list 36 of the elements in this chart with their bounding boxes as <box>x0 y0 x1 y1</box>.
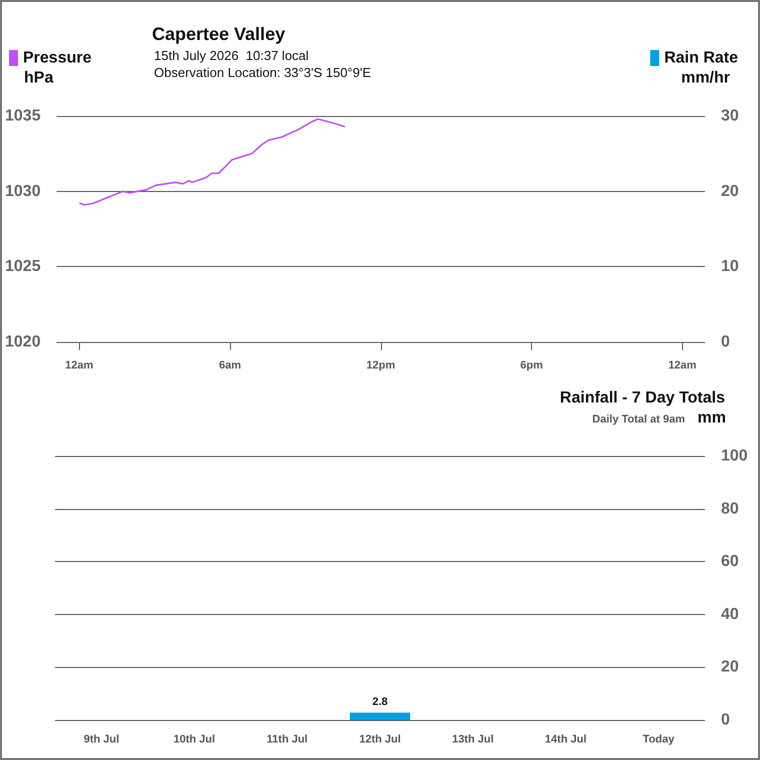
y-axis-title: hPa <box>24 70 54 86</box>
chart-subtitle: 15th July 2026 10:37 local <box>154 48 309 63</box>
x-tick-label: 12th Jul <box>359 734 401 746</box>
y-tick-label: 80 <box>721 500 739 518</box>
y-tick-label: 20 <box>721 658 739 676</box>
y2-tick-label: 10 <box>721 258 739 276</box>
y-tick-label: 1030 <box>5 182 41 200</box>
y2-axis-title: mm/hr <box>681 70 730 86</box>
y-tick-label: 0 <box>721 712 730 728</box>
text: Observation Location: 33°3'S 150°9'E <box>154 65 372 80</box>
y-tick-label: 1025 <box>5 258 41 276</box>
legend-label: Rain Rate <box>664 50 738 66</box>
chart-subtitle: Daily Total at 9am <box>592 414 686 426</box>
x-tick-label: 10th Jul <box>173 734 216 746</box>
x-tick-label: 12am <box>65 360 94 372</box>
y-axis-title: mm <box>698 410 726 426</box>
y2-tick-label: 30 <box>721 108 739 124</box>
y-tick-label: 40 <box>721 606 739 623</box>
x-tick-label: 9th Jul <box>84 734 120 746</box>
chart-title: Capertee Valley <box>152 24 286 44</box>
x-tick-label: 11th Jul <box>266 734 308 746</box>
x-tick-label: Today <box>642 734 676 746</box>
y-tick-label: 100 <box>721 448 748 464</box>
x-tick-label: 13th Jul <box>452 734 494 746</box>
data-label: 2.8 <box>372 696 388 708</box>
legend-label: Pressure <box>23 50 92 66</box>
y-tick-label: 1020 <box>5 334 41 350</box>
x-tick-label: 6am <box>218 360 242 372</box>
x-tick-label: 12pm <box>366 360 396 372</box>
line-series <box>79 118 346 206</box>
chart-title: Rainfall - 7 Day Totals <box>560 390 726 406</box>
x-tick-label: 12am <box>668 360 697 372</box>
y-tick-label: 60 <box>721 553 739 570</box>
y-tick-label: 1035 <box>5 108 41 124</box>
x-tick-label: 6pm <box>520 360 544 372</box>
x-tick-label: 14th Jul <box>544 734 587 746</box>
